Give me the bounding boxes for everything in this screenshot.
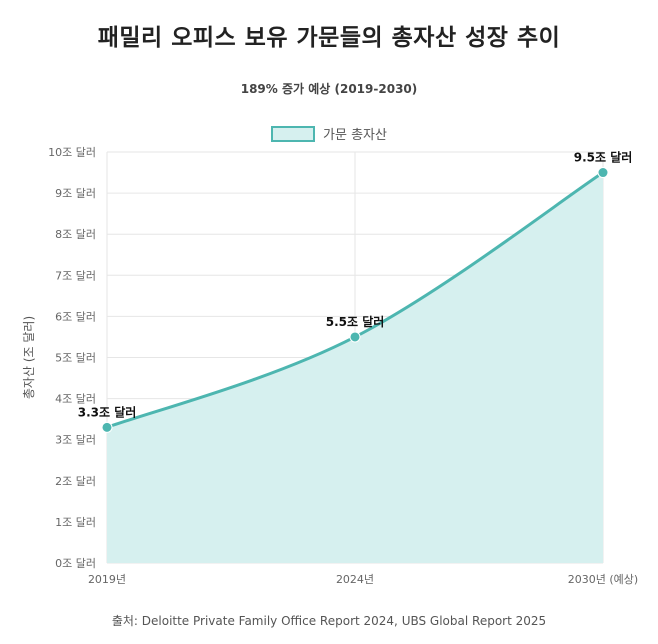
source-note: 출처: Deloitte Private Family Office Repor…: [111, 614, 547, 628]
data-points: [101, 167, 609, 433]
y-tick-label: 7조 달러: [55, 269, 96, 282]
legend[interactable]: 가문 총자산: [0, 124, 658, 143]
data-point: [349, 331, 361, 343]
y-tick-label: 8조 달러: [55, 228, 96, 241]
y-axis-label: 총자산 (조 달러): [22, 316, 36, 399]
data-point: [597, 167, 609, 179]
data-label: 5.5조 달러: [326, 314, 385, 329]
chart-subtitle: 189% 증가 예상 (2019-2030): [240, 82, 418, 96]
y-tick-label: 2조 달러: [55, 475, 96, 488]
y-tick-label: 3조 달러: [55, 434, 96, 447]
data-label: 3.3조 달러: [78, 404, 137, 419]
data-point: [101, 421, 113, 433]
y-axis-ticks: 0조 달러 1조 달러 2조 달러 3조 달러 4조 달러 5조 달러 6조 달러 7조 달러…: [48, 146, 96, 570]
y-tick-label: 0조 달러: [55, 557, 96, 570]
x-axis-ticks: 2019년 2024년 2030년 (예상): [88, 573, 638, 586]
y-tick-label: 5조 달러: [55, 352, 96, 365]
y-tick-label: 10조 달러: [48, 146, 96, 159]
data-labels: 3.3조 달러 5.5조 달러 9.5조 달러: [78, 150, 633, 420]
area-fill: [107, 172, 603, 564]
y-tick-label: 1조 달러: [55, 516, 96, 529]
x-tick-label: 2019년: [88, 573, 126, 586]
legend-label: 가문 총자산: [323, 128, 387, 143]
legend-swatch: [271, 125, 316, 142]
x-tick-label: 2030년 (예상): [568, 573, 638, 586]
y-tick-label: 4조 달러: [55, 393, 96, 406]
y-tick-label: 6조 달러: [55, 310, 96, 323]
x-tick-label: 2024년: [336, 573, 374, 586]
chart-title: 패밀리 오피스 보유 가문들의 총자산 성장 추이: [97, 25, 561, 51]
y-tick-label: 9조 달러: [55, 187, 96, 200]
data-label: 9.5조 달러: [574, 150, 633, 165]
